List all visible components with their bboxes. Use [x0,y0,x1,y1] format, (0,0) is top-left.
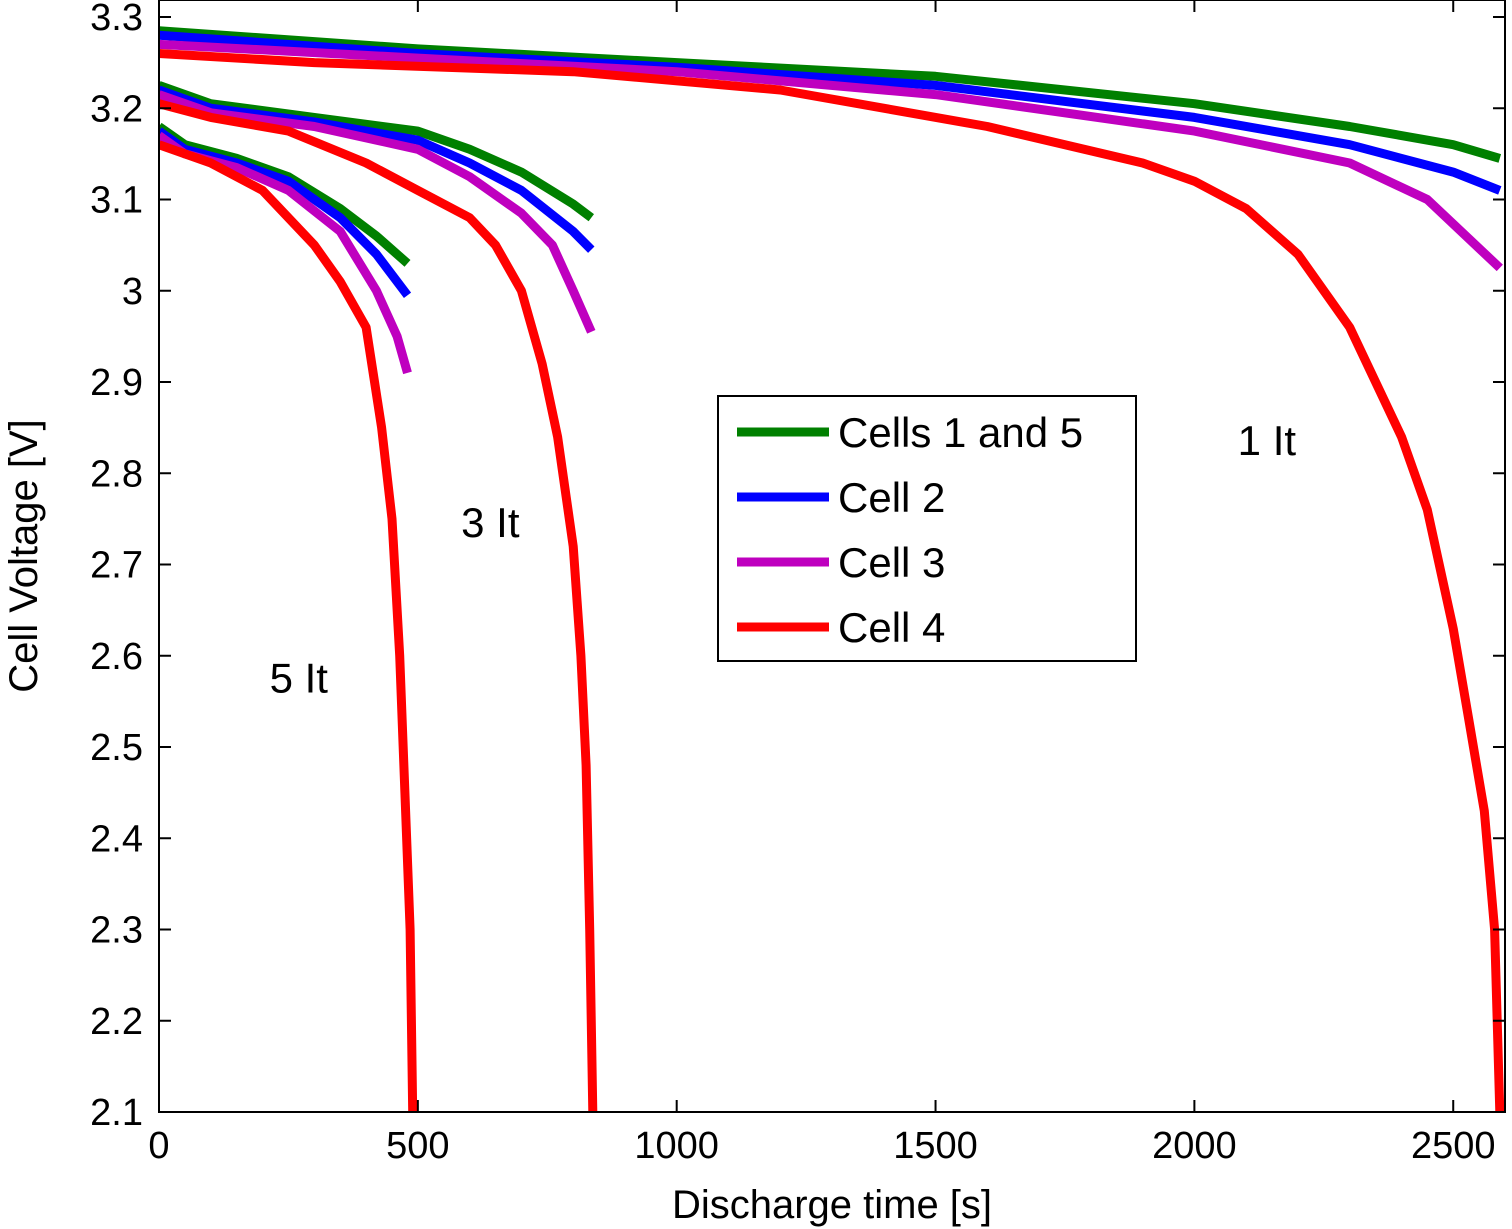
annotation-5-it: 5 It [270,654,329,701]
x-tick-label: 1000 [634,1125,719,1167]
y-tick-label: 2.6 [90,636,143,678]
plot-frame [158,0,1506,1113]
y-tick-label: 2.4 [90,818,143,860]
legend-label-cell-4: Cell 4 [838,604,945,651]
series-cell-4-3-it [159,99,598,1112]
series-cell-4-1-it [159,49,1505,1112]
y-tick-label: 2.9 [90,362,143,404]
x-tick-label: 2500 [1411,1125,1496,1167]
series-cells-1-and-5-1-it [159,26,1502,163]
x-tick-label: 1500 [893,1125,978,1167]
legend-box [717,395,1137,662]
series-cell-2-3-it [159,85,595,253]
legend-label-cell-2: Cell 2 [838,474,945,521]
y-tick-label: 3.3 [90,0,143,39]
y-tick-label: 2.7 [90,545,143,587]
legend: Cells 1 and 5 Cell 2 Cell 3 Cell 4 [717,395,1137,662]
x-tick-label: 500 [386,1125,449,1167]
y-tick-label: 2.8 [90,453,143,495]
series-cell-3-3-it [159,90,596,334]
y-tick-label: 3.2 [90,88,143,130]
y-tick-label: 3 [122,271,143,313]
series-cell-4-5-it [159,140,418,1112]
legend-label-cells-1-and-5: Cells 1 and 5 [838,409,1083,456]
x-tick-label: 2000 [1152,1125,1237,1167]
y-axis-title: Cell Voltage [V] [2,419,46,693]
y-tick-label: 2.2 [90,1001,143,1043]
y-tick-label: 2.1 [90,1092,143,1134]
series-cell-2-1-it [159,30,1502,195]
y-tick-label: 2.3 [90,910,143,952]
y-tick-label: 2.5 [90,727,143,769]
legend-label-cell-3: Cell 3 [838,539,945,586]
annotation-1-it: 1 It [1238,417,1297,464]
x-tick-label: 0 [148,1125,169,1167]
series-cell-3-1-it [159,39,1503,272]
x-axis-title: Discharge time [s] [672,1183,992,1227]
annotation-3-it: 3 It [461,499,520,546]
y-tick-label: 3.1 [90,180,143,222]
